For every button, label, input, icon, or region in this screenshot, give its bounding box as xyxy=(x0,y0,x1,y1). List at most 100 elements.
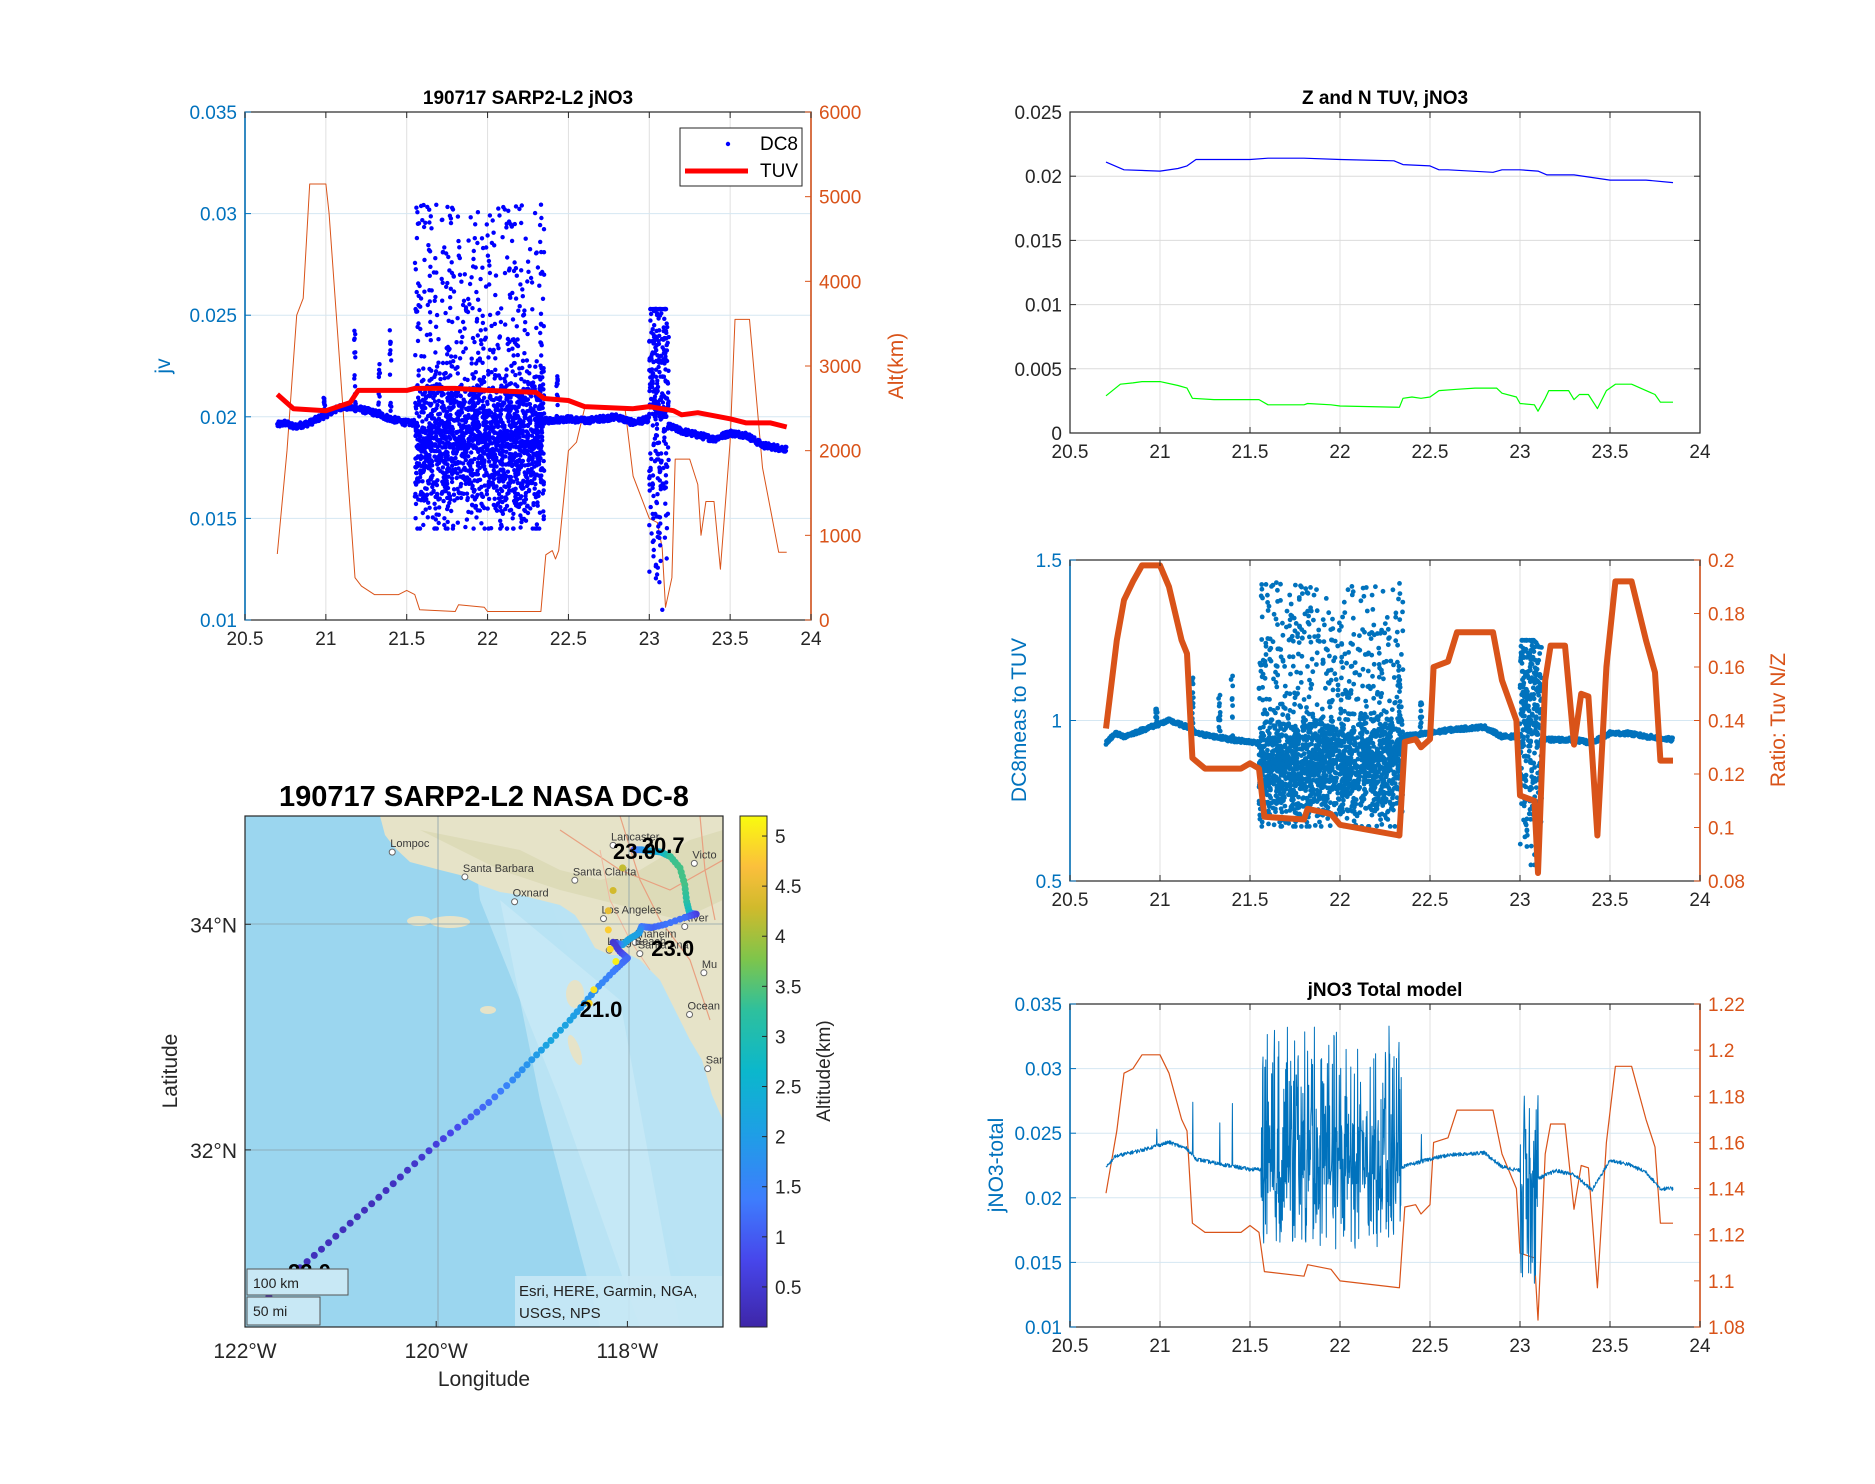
data-point xyxy=(541,514,546,519)
data-point xyxy=(425,204,430,210)
data-point xyxy=(521,478,526,483)
data-point xyxy=(539,384,544,389)
data-point xyxy=(1320,617,1326,622)
x-tick-label: 22.5 xyxy=(550,629,587,650)
data-point xyxy=(555,381,560,387)
data-point xyxy=(663,501,668,506)
data-point xyxy=(416,398,422,404)
data-point xyxy=(500,462,505,467)
data-point xyxy=(499,488,505,494)
data-point xyxy=(462,376,467,382)
data-point xyxy=(466,480,472,486)
data-point xyxy=(648,465,653,471)
data-point xyxy=(475,333,480,338)
data-point xyxy=(436,360,441,365)
data-point xyxy=(506,347,511,353)
data-point xyxy=(541,227,547,232)
data-point xyxy=(437,371,442,376)
y-tick-label: 0.03 xyxy=(200,205,237,226)
data-point xyxy=(459,418,465,423)
data-point xyxy=(492,321,498,327)
x-tick-label: 23.5 xyxy=(1592,442,1629,463)
data-point xyxy=(510,346,515,351)
data-point xyxy=(1381,676,1386,682)
data-point xyxy=(645,419,651,424)
data-point xyxy=(429,448,434,454)
data-point xyxy=(507,480,513,486)
x-tick-label: 24 xyxy=(800,629,822,650)
data-point xyxy=(503,379,508,384)
data-point xyxy=(524,448,530,454)
data-point xyxy=(492,496,497,501)
data-point xyxy=(449,463,455,468)
data-point xyxy=(486,479,492,484)
data-point xyxy=(533,460,538,465)
data-point xyxy=(441,489,447,494)
data-point xyxy=(437,505,442,510)
data-point xyxy=(497,334,503,339)
data-point xyxy=(650,423,655,428)
data-point xyxy=(512,221,517,227)
data-point xyxy=(1374,823,1380,829)
data-point xyxy=(446,394,452,400)
data-point xyxy=(436,459,441,464)
data-point xyxy=(421,410,426,415)
data-point xyxy=(657,313,663,318)
data-point xyxy=(445,352,450,357)
data-point xyxy=(654,422,660,427)
data-point xyxy=(434,382,439,387)
data-point xyxy=(522,351,527,356)
data-point xyxy=(429,288,434,293)
data-point xyxy=(517,206,522,212)
data-point xyxy=(457,491,462,496)
data-point xyxy=(464,517,470,522)
data-point xyxy=(474,414,479,419)
data-point xyxy=(539,215,544,221)
data-point xyxy=(480,360,485,365)
data-point xyxy=(445,506,450,512)
data-point xyxy=(457,329,463,334)
data-point xyxy=(647,488,652,493)
data-point xyxy=(422,289,427,294)
data-point xyxy=(650,327,655,332)
data-point xyxy=(661,426,667,432)
data-point xyxy=(525,435,530,441)
data-point xyxy=(539,353,544,358)
data-point xyxy=(526,479,531,484)
data-point xyxy=(475,472,481,477)
data-point xyxy=(413,306,418,312)
data-point xyxy=(448,407,453,412)
data-point xyxy=(461,474,466,479)
data-point xyxy=(423,507,428,512)
data-point xyxy=(472,456,477,462)
jno3-title: 190717 SARP2-L2 jNO3 xyxy=(423,88,633,109)
data-point xyxy=(439,400,445,405)
data-point xyxy=(509,238,515,244)
data-point xyxy=(483,412,488,417)
data-point xyxy=(520,486,525,491)
data-point xyxy=(513,451,518,456)
data-point xyxy=(498,434,503,440)
data-point xyxy=(436,416,442,421)
data-point xyxy=(474,316,480,322)
data-point xyxy=(461,437,466,442)
data-point xyxy=(497,213,502,218)
data-point xyxy=(451,451,456,456)
data-point xyxy=(524,358,530,363)
data-point xyxy=(658,306,663,312)
data-point xyxy=(506,462,512,467)
data-point xyxy=(449,479,455,485)
data-point xyxy=(649,456,654,462)
data-point xyxy=(488,526,494,531)
data-point xyxy=(464,428,469,434)
data-point xyxy=(523,497,529,502)
legend-dc8-marker xyxy=(725,141,731,147)
data-point xyxy=(1288,601,1294,607)
data-point xyxy=(486,368,491,374)
data-point xyxy=(525,467,531,473)
data-point xyxy=(459,340,464,345)
data-point xyxy=(1391,662,1396,668)
data-point xyxy=(441,407,446,412)
data-point xyxy=(648,306,654,312)
data-point xyxy=(515,384,520,389)
